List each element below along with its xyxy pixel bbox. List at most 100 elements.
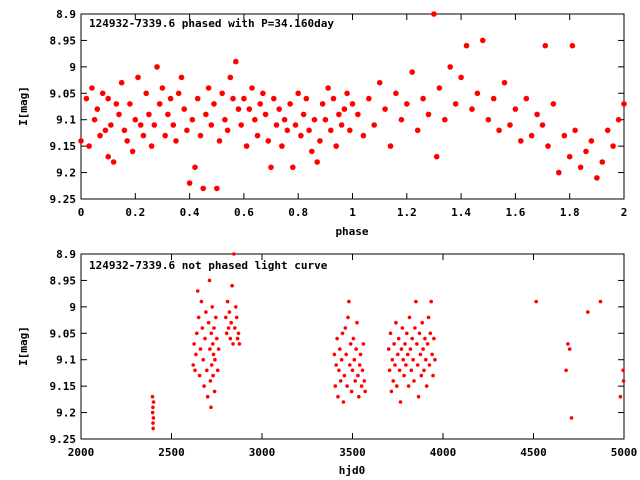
- data-point: [421, 347, 425, 351]
- data-point: [507, 122, 513, 128]
- y-tick-label: 9.25: [50, 433, 77, 446]
- data-point: [279, 143, 285, 149]
- data-point: [224, 127, 231, 134]
- data-point: [243, 143, 250, 149]
- data-point: [129, 148, 136, 155]
- data-point: [340, 331, 345, 336]
- data-point: [309, 148, 315, 155]
- data-point: [429, 299, 434, 304]
- data-point: [148, 143, 155, 149]
- data-point: [94, 106, 101, 112]
- data-point: [400, 326, 405, 330]
- data-point: [228, 336, 233, 341]
- data-point: [281, 116, 288, 123]
- data-point: [211, 373, 215, 378]
- x-tick-label: 4000: [430, 446, 457, 459]
- data-point: [409, 368, 414, 373]
- data-point: [346, 315, 350, 320]
- data-point: [432, 336, 436, 341]
- data-point: [99, 90, 106, 97]
- data-point: [186, 180, 193, 186]
- data-point: [430, 352, 434, 357]
- data-point: [295, 90, 302, 97]
- data-point: [349, 389, 354, 394]
- data-point: [469, 106, 475, 112]
- data-point: [197, 132, 204, 139]
- x-axis-label: phase: [335, 225, 368, 238]
- data-point: [211, 101, 217, 107]
- x-tick-label: 4500: [520, 446, 547, 459]
- data-point: [388, 331, 393, 336]
- data-point: [360, 132, 367, 139]
- data-point: [427, 363, 432, 367]
- data-point: [319, 101, 326, 107]
- data-point: [193, 368, 197, 373]
- y-tick-label: 9.15: [50, 380, 77, 393]
- data-point: [140, 132, 147, 139]
- x-tick-label: 1.8: [560, 206, 580, 219]
- data-point: [249, 85, 255, 91]
- data-point: [230, 283, 234, 288]
- data-point: [216, 138, 223, 144]
- data-point: [501, 79, 508, 86]
- data-point: [336, 394, 340, 399]
- data-point: [205, 368, 209, 373]
- data-point: [287, 101, 293, 107]
- data-point: [391, 379, 396, 383]
- y-axis-ticks: 8.9 8.95 9 9.05 9.1 9.15 9.2 9.25: [50, 8, 624, 206]
- data-point: [330, 95, 337, 102]
- data-point: [567, 347, 572, 351]
- data-point: [362, 379, 367, 383]
- data-point: [300, 111, 307, 118]
- data-point: [105, 95, 111, 102]
- data-point: [303, 95, 310, 102]
- data-point: [335, 336, 339, 341]
- data-point: [564, 368, 568, 373]
- data-point: [424, 384, 429, 388]
- data-point: [206, 320, 211, 325]
- data-point: [387, 368, 392, 373]
- data-point: [344, 352, 349, 357]
- data-point: [393, 90, 399, 97]
- data-point: [399, 347, 404, 351]
- data-point: [271, 95, 277, 102]
- data-point: [78, 138, 84, 144]
- data-point: [550, 101, 557, 107]
- data-point: [189, 116, 196, 123]
- data-point: [534, 299, 538, 304]
- data-point: [347, 127, 353, 134]
- data-point: [196, 315, 201, 320]
- data-point: [219, 90, 225, 97]
- data-point: [618, 394, 623, 399]
- x-tick-label: 0.6: [234, 206, 254, 219]
- data-point: [234, 315, 239, 320]
- data-point: [322, 116, 329, 123]
- data-point: [539, 122, 546, 128]
- data-point: [414, 299, 418, 304]
- data-point: [577, 164, 584, 171]
- data-point: [311, 116, 318, 123]
- data-point: [389, 389, 394, 394]
- data-point: [121, 127, 128, 134]
- data-point: [409, 69, 416, 75]
- data-point: [232, 252, 236, 256]
- data-point: [204, 310, 208, 314]
- data-point: [273, 122, 280, 128]
- y-tick-label: 9.05: [50, 87, 77, 100]
- data-point: [156, 101, 163, 107]
- data-point: [146, 111, 152, 118]
- y-tick-label: 9.25: [50, 193, 77, 206]
- data-point: [162, 132, 168, 139]
- data-point: [404, 101, 410, 107]
- x-tick-label: 2000: [68, 446, 95, 459]
- data-point: [583, 148, 589, 155]
- data-point: [110, 159, 117, 165]
- data-point: [357, 394, 361, 399]
- data-point: [566, 342, 570, 346]
- data-point: [480, 37, 486, 44]
- data-point: [257, 101, 264, 107]
- data-point: [159, 85, 166, 91]
- data-point: [113, 101, 120, 107]
- y-tick-label: 9: [69, 301, 76, 314]
- data-point: [213, 357, 217, 362]
